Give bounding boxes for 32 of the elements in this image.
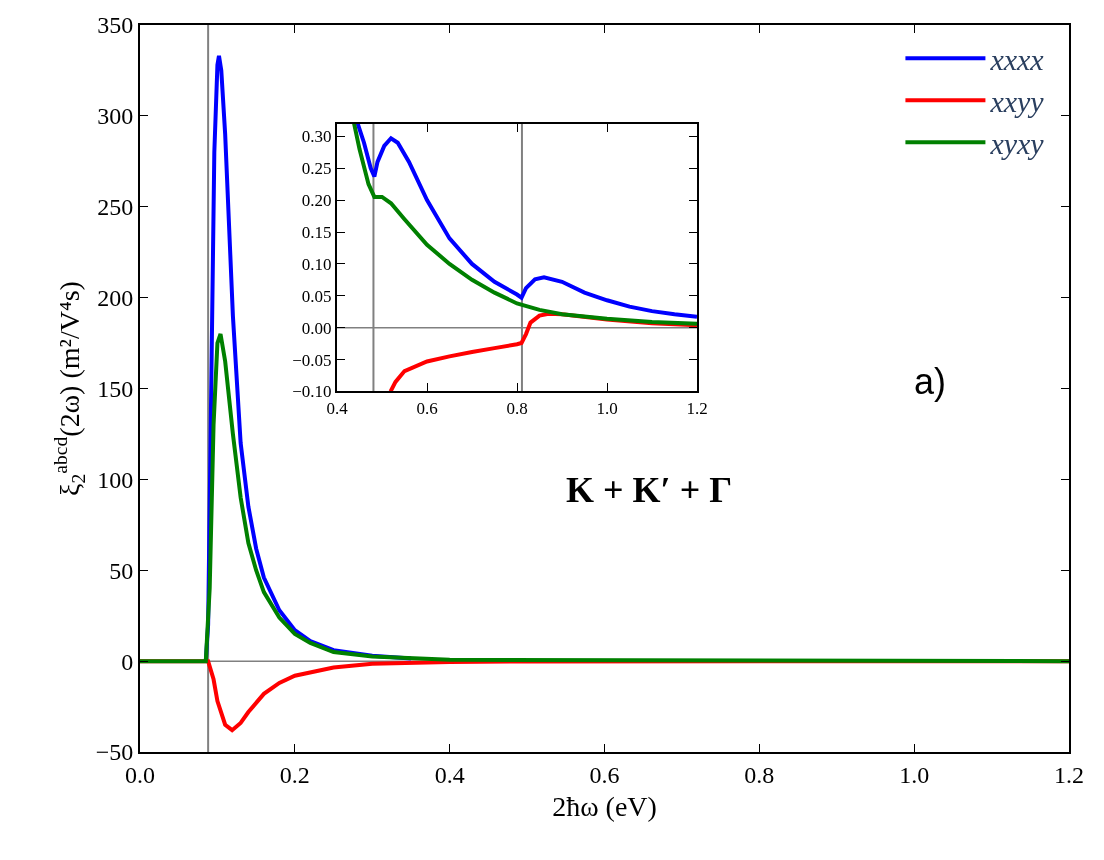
x-axis-title: 2ħω (eV) [552,791,657,823]
y-tick-label: 0.30 [301,127,332,147]
y-tick-label: 350 [97,12,134,39]
legend-label: xyxy [989,126,1045,160]
y-tick-label: 200 [97,285,134,312]
annotation: K + K′ + Γ [566,470,733,510]
x-tick-label: 0.8 [744,761,775,788]
y-tick-label: 0.05 [301,286,332,306]
x-tick-label: 0.6 [416,398,438,418]
y-tick-label: 150 [97,375,134,402]
y-tick-label: 250 [97,194,134,221]
annotation: a) [914,361,947,402]
x-tick-label: 1.0 [596,398,618,418]
x-tick-label: 1.2 [1054,761,1084,788]
y-tick-label: 300 [97,103,134,130]
x-tick-label: 1.2 [686,398,708,418]
y-tick-label: 0.10 [301,254,332,274]
y-tick-label: 0 [121,648,134,675]
y-tick-label: 0.15 [301,222,332,242]
y-tick-label: −0.05 [292,350,332,370]
y-tick-label: 0.25 [301,159,332,179]
y-tick-label: 100 [97,466,134,493]
x-tick-label: 1.0 [899,761,930,788]
y-tick-label: 0.20 [301,191,332,211]
legend-label: xxxx [989,42,1045,76]
legend-label: xxyy [989,84,1045,118]
x-tick-label: 0.8 [506,398,528,418]
y-tick-label: 0.00 [301,318,332,338]
x-tick-label: 0.6 [589,761,620,788]
y-tick-label: 50 [109,557,134,584]
x-tick-label: 0.4 [434,761,465,788]
x-tick-label: 0.2 [279,761,310,788]
